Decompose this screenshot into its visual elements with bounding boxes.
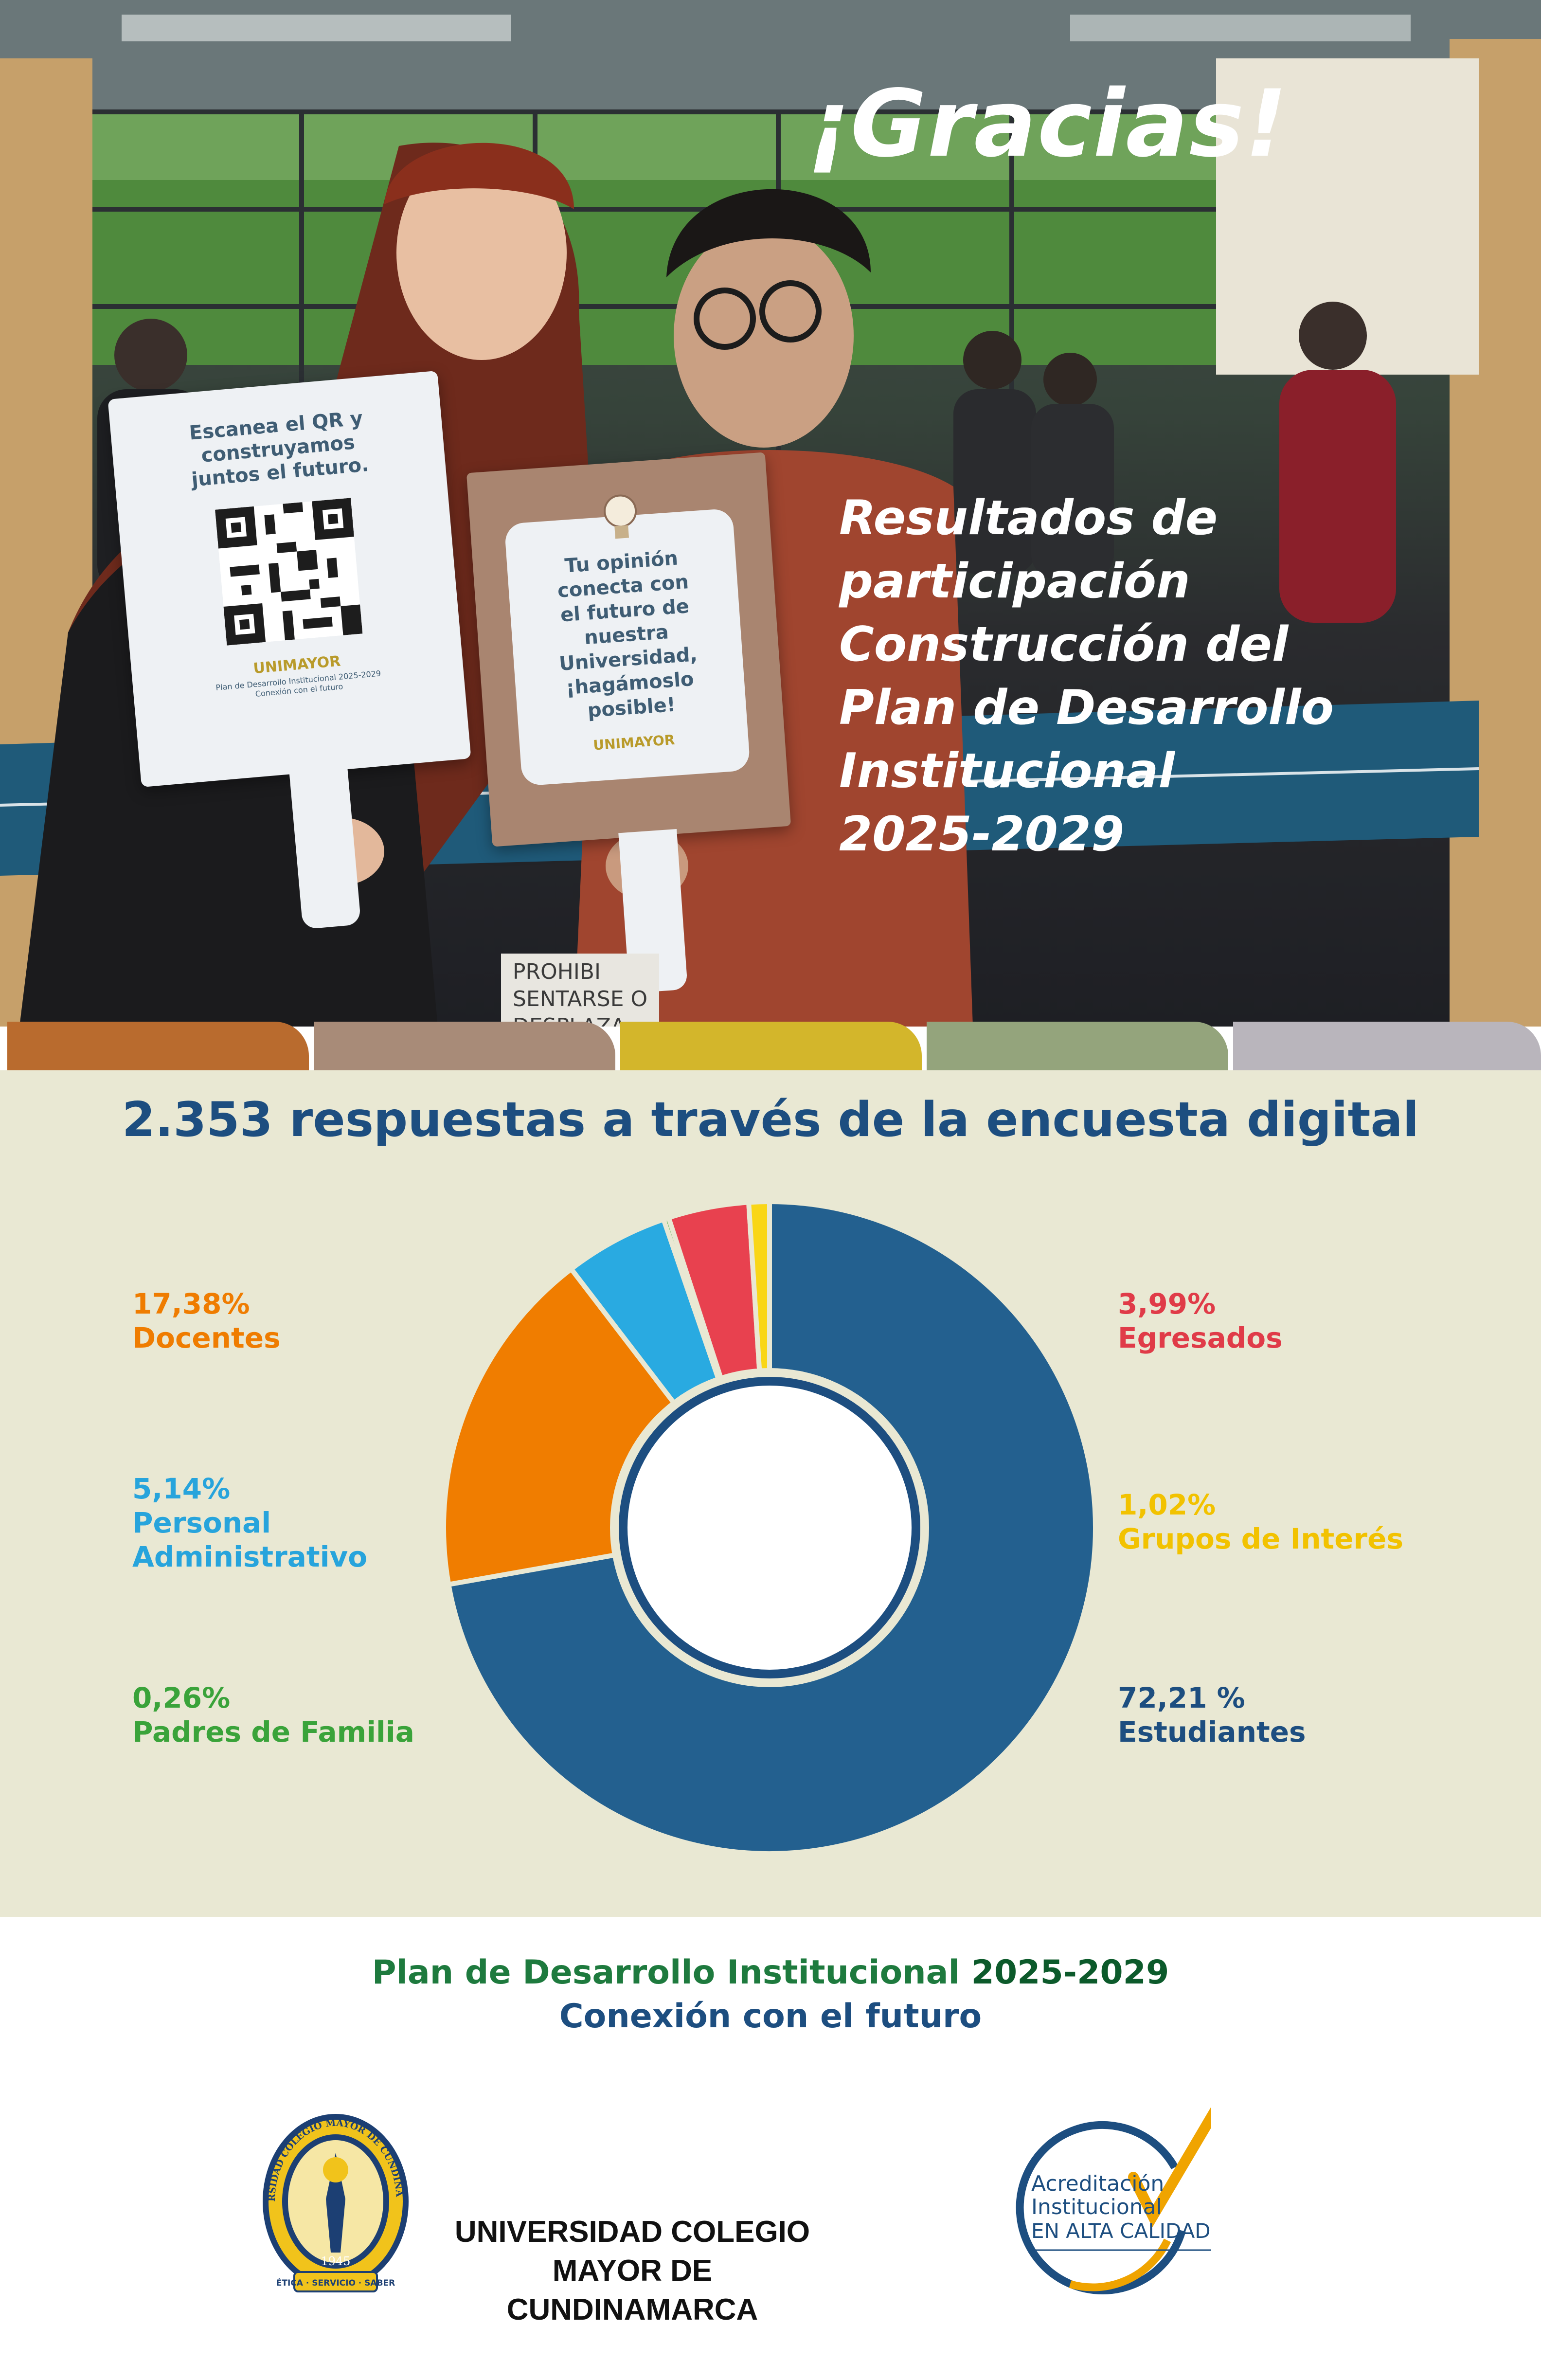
tab-grey <box>1233 1022 1541 1075</box>
qr-sign: Escanea el QR y construyamos juntos el f… <box>108 370 471 930</box>
background-notice-sign: PROHIBI SENTARSE O DESPLAZA <box>501 954 660 1027</box>
legend-personal-administrativo-name: Personal Administrativo <box>132 1506 368 1573</box>
lightbulb-icon <box>604 494 637 539</box>
tab-orange <box>7 1022 309 1075</box>
legend-egresados-name: Egresados <box>1118 1321 1283 1354</box>
accreditation-text: Acreditación Institucional <box>1031 2171 1165 2219</box>
legend-estudiantes-value: 72,21 % <box>1118 1681 1245 1714</box>
legend-padres-de-familia-name: Padres de Familia <box>132 1715 414 1749</box>
footer-plan-name: Plan de Desarrollo Institucional <box>372 1953 960 1992</box>
legend-grupos-de-interes-value: 1,02% <box>1118 1488 1216 1521</box>
qr-sign-text: Escanea el QR y construyamos juntos el f… <box>188 407 370 491</box>
legend-docentes: 17,38% Docentes <box>132 1287 281 1355</box>
tab-taupe <box>314 1022 615 1075</box>
hero-photo: Escanea el QR y construyamos juntos el f… <box>0 0 1541 1027</box>
footer-plan-years: 2025-2029 <box>971 1953 1169 1992</box>
opinion-sign-text: Tu opinión conecta con el futuro de nues… <box>556 547 698 722</box>
legend-grupos-de-interes: 1,02% Grupos de Interés <box>1118 1488 1403 1556</box>
chart-title: 2.353 respuestas a través de la encuesta… <box>122 1092 1419 1148</box>
legend-estudiantes: 72,21 % Estudiantes <box>1118 1681 1306 1749</box>
seal-year: 1945 <box>321 2254 350 2268</box>
legend-personal-administrativo: 5,14% Personal Administrativo <box>132 1472 405 1574</box>
legend-egresados-value: 3,99% <box>1118 1287 1216 1320</box>
accreditation-ring-icon <box>1016 2107 1211 2294</box>
tab-yellow <box>620 1022 922 1075</box>
accreditation-logo: Acreditación Institucional EN ALTA CALID… <box>1007 2104 1211 2308</box>
legend-estudiantes-name: Estudiantes <box>1118 1715 1306 1749</box>
legend-padres-de-familia: 0,26% Padres de Familia <box>132 1681 414 1749</box>
hero-scene <box>0 0 1541 1027</box>
legend-grupos-de-interes-name: Grupos de Interés <box>1118 1522 1404 1555</box>
tab-green <box>927 1022 1228 1075</box>
legend-padres-de-familia-value: 0,26% <box>132 1681 231 1714</box>
qr-code-icon <box>215 498 363 646</box>
university-seal-icon: 1945 ÉTICA · SERVICIO · SABER UNIVERSIDA… <box>260 2111 409 2292</box>
page-title: ¡Gracias! <box>807 70 1289 178</box>
page-subtitle: Resultados de participación Construcción… <box>839 490 1334 862</box>
accreditation-level: EN ALTA CALIDAD <box>1031 2219 1211 2243</box>
seal-motto: ÉTICA · SERVICIO · SABER <box>276 2277 395 2288</box>
legend-personal-administrativo-value: 5,14% <box>132 1472 231 1505</box>
university-name: UNIVERSIDAD COLEGIO MAYOR DE CUNDINAMARC… <box>454 2215 810 2326</box>
footer-plan-title: Plan de Desarrollo Institucional 2025-20… <box>0 1953 1541 1992</box>
footer-motto: Conexión con el futuro <box>559 1997 982 2036</box>
legend-docentes-value: 17,38% <box>132 1287 250 1320</box>
opinion-sign: Tu opinión conecta con el futuro de nues… <box>466 452 791 993</box>
legend-docentes-name: Docentes <box>132 1321 281 1354</box>
legend-egresados: 3,99% Egresados <box>1118 1287 1283 1355</box>
